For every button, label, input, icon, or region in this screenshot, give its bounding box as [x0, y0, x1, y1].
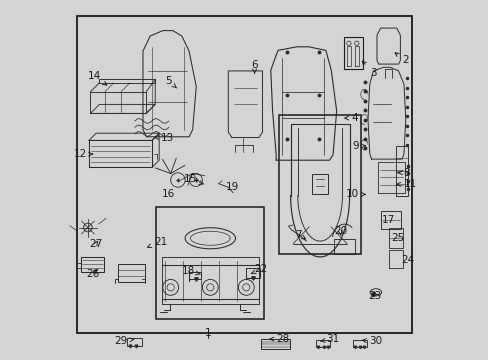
- Text: 17: 17: [381, 215, 394, 225]
- Text: 23: 23: [368, 291, 381, 301]
- Bar: [311, 174, 327, 194]
- Text: 30: 30: [362, 336, 381, 346]
- Text: 4: 4: [344, 113, 358, 123]
- Text: 21: 21: [147, 237, 167, 248]
- Text: 29: 29: [114, 336, 133, 346]
- Text: 24: 24: [400, 255, 413, 265]
- Bar: [127, 338, 142, 346]
- Text: 11: 11: [396, 179, 416, 189]
- Bar: [278, 115, 361, 254]
- Text: 8: 8: [397, 168, 409, 178]
- Text: 16: 16: [161, 189, 174, 199]
- Text: 15: 15: [183, 174, 203, 184]
- Text: 20: 20: [333, 226, 346, 236]
- Bar: [352, 340, 366, 347]
- Bar: [246, 268, 260, 278]
- Text: 25: 25: [390, 233, 404, 243]
- Text: 9: 9: [352, 141, 365, 151]
- Text: 22: 22: [251, 264, 267, 274]
- Bar: [343, 37, 363, 69]
- Text: 7: 7: [294, 230, 305, 240]
- Text: 2: 2: [394, 53, 408, 66]
- Bar: [118, 264, 144, 282]
- Text: 14: 14: [87, 71, 107, 85]
- Bar: [260, 339, 289, 349]
- Bar: [156, 207, 264, 319]
- Bar: [77, 16, 411, 333]
- Text: 5: 5: [165, 76, 176, 88]
- Bar: [316, 340, 329, 347]
- Text: 27: 27: [89, 239, 102, 249]
- Text: 3: 3: [362, 61, 376, 78]
- Text: 28: 28: [269, 334, 289, 344]
- Text: 19: 19: [225, 182, 239, 192]
- Text: 18: 18: [181, 266, 200, 276]
- Text: 13: 13: [154, 132, 174, 143]
- Text: 31: 31: [320, 334, 339, 344]
- Text: 6: 6: [251, 60, 257, 73]
- Bar: [81, 257, 104, 272]
- Text: 12: 12: [73, 149, 92, 159]
- Text: 1: 1: [205, 328, 211, 338]
- Text: 10: 10: [345, 189, 365, 199]
- Text: 26: 26: [86, 269, 99, 279]
